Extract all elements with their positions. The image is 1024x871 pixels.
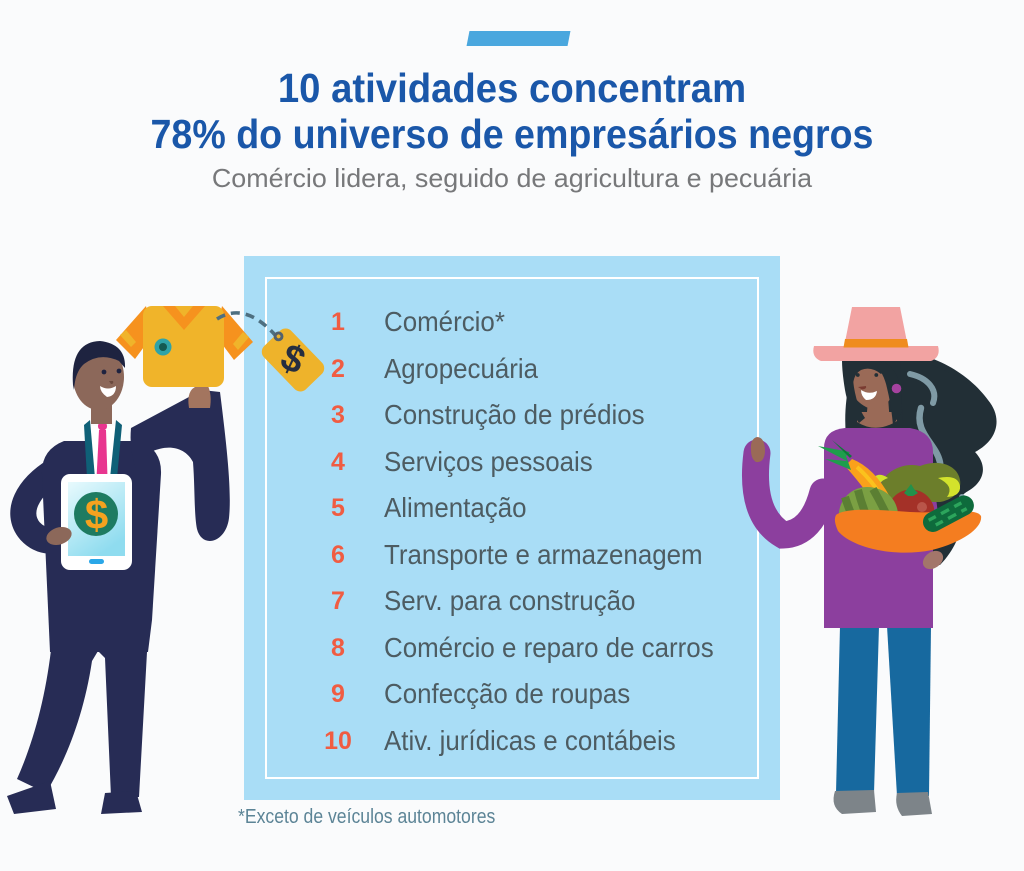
svg-text:$: $ bbox=[85, 491, 108, 538]
